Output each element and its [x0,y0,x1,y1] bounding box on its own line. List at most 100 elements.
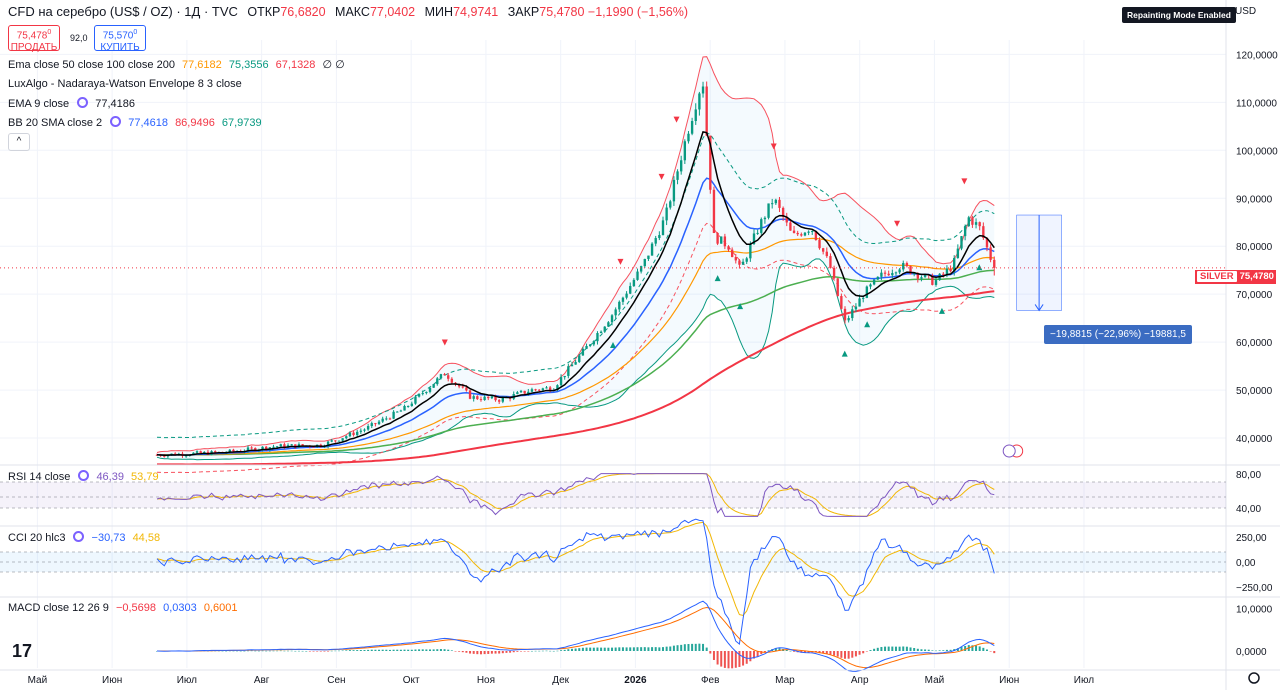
macd-histogram-bar [862,651,865,654]
macd-histogram-bar [228,650,231,652]
candle-body [851,309,854,319]
macd-histogram-bar [712,651,715,660]
candle-body [399,410,403,412]
macd-histogram-bar [312,651,315,652]
settings-icon[interactable] [110,116,122,127]
rsi-tick-label: 40,00 [1236,504,1261,515]
candle-body [847,318,850,321]
macd-histogram-bar [359,650,362,651]
macd-histogram-bar [647,647,650,651]
candle-body [723,236,727,247]
candle-body [807,231,810,233]
macd-histogram-bar [388,649,391,651]
buy-button[interactable]: 75,5700 КУПИТЬ [94,25,146,53]
sell-signal-icon [894,220,901,227]
macd-histogram-bar [920,649,923,651]
sell-button[interactable]: 75,4780 ПРОДАТЬ [8,25,60,53]
legend-cci-name: CCI 20 hlc3 [8,532,66,544]
candle-body [578,355,581,362]
macd-histogram-bar [254,650,257,652]
gear-icon [1248,672,1260,684]
macd-histogram-bar [352,650,355,651]
candle-body [865,286,869,298]
macd-histogram-bar [556,650,559,652]
legend-macd[interactable]: MACD close 12 26 9 −0,5698 0,0303 0,6001 [8,602,241,614]
candle-body [421,393,424,395]
envelope-upper-line [156,132,995,439]
candle-body [352,432,355,436]
candle-body [741,261,745,265]
legend-rsi[interactable]: RSI 14 close 46,39 53,79 [8,470,163,483]
candle-body [541,388,545,391]
macd-histogram-bar [425,649,428,651]
macd-histogram-bar [155,651,158,652]
macd-line [156,600,995,672]
candle-body [334,440,337,442]
buy-signal-icon [737,303,744,310]
x-tick-label: Май [28,675,48,686]
candle-body [909,266,912,274]
collapse-legend-button[interactable]: ^ [8,133,30,151]
macd-histogram-bar [603,647,606,651]
macd-histogram-bar [257,650,260,652]
x-tick-label: Окт [403,675,420,686]
macd-histogram-bar [476,651,479,655]
legend-cci[interactable]: CCI 20 hlc3 −30,73 44,58 [8,531,164,544]
macd-histogram-bar [971,645,974,651]
measure-label[interactable]: −19,8815 (−22,96%) −19881,5 [1044,325,1192,344]
macd-histogram-bar [672,645,675,651]
macd-histogram-bar [261,650,264,652]
legend-luxalgo[interactable]: LuxAlgo - Nadaraya-Watson Envelope 8 3 c… [8,78,246,90]
x-tick-label: 2026 [624,675,647,686]
candle-body [876,276,879,280]
candle-body [417,393,421,397]
x-tick-label: Июн [102,675,122,686]
y-tick-label: 110,0000 [1236,98,1277,109]
candle-body [337,440,341,442]
candle-body [709,135,712,190]
x-tick-label: Май [925,675,945,686]
macd-histogram-bar [498,651,501,654]
candle-body [883,272,887,274]
macd-histogram-bar [316,651,319,652]
low-label: МИН [424,5,454,19]
macd-histogram-bar [851,651,854,658]
macd-histogram-bar [924,649,927,651]
legend-ema-ribbon-v2: 75,3556 [228,59,269,71]
sell-signal-icon [770,143,777,150]
settings-icon[interactable] [78,470,90,481]
macd-histogram-bar [611,647,614,651]
candle-body [774,199,778,204]
candle-body [341,438,344,441]
macd-histogram-bar [822,651,825,654]
settings-icon[interactable] [73,531,85,542]
candle-body [356,431,359,436]
candle-body [625,293,628,298]
macd-histogram-bar [429,649,432,651]
legend-ema9[interactable]: EMA 9 close 77,4186 [8,97,139,110]
macd-histogram-bar [618,647,621,651]
candle-body [843,308,847,321]
macd-histogram-bar [436,649,439,651]
candle-body [920,277,923,279]
legend-cci-v2: 44,58 [132,532,161,544]
x-tick-label: Июл [1074,675,1094,686]
legend-ema9-value: 77,4186 [95,98,135,110]
arrow-down-icon [1034,304,1044,312]
symbol-title[interactable]: CFD на серебро (US$ / OZ) · 1Д · TVC [8,4,238,19]
macd-histogram-bar [840,651,843,658]
candle-body [618,301,621,310]
candle-body [330,440,333,442]
macd-histogram-bar [294,650,297,652]
legend-ema-ribbon[interactable]: Ema close 50 close 100 close 200 77,6182… [8,58,349,71]
candle-body [381,418,384,422]
settings-icon[interactable] [77,97,89,108]
candle-body [836,278,839,297]
macd-histogram-bar [297,650,300,652]
legend-bb[interactable]: BB 20 SMA close 2 77,4618 86,9496 67,973… [8,116,266,129]
currency-selector[interactable]: USD [1235,6,1257,17]
legend-bb-v3: 67,9739 [221,117,262,129]
macd-histogram-bar [742,651,745,666]
buy-signal-icon [938,307,945,314]
